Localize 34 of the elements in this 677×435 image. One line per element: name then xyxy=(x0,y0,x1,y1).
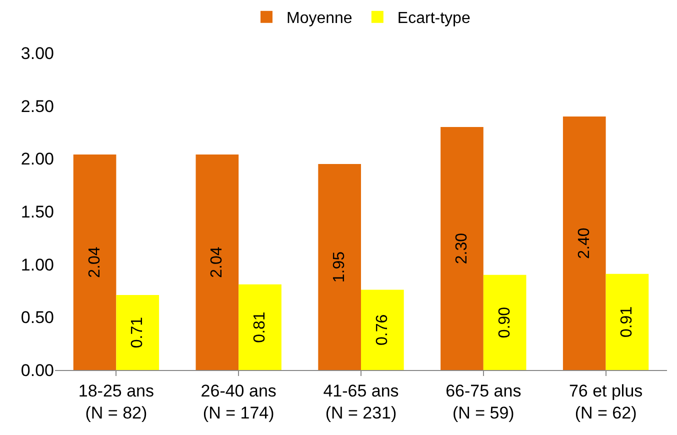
bar xyxy=(606,274,649,370)
bar xyxy=(562,116,606,370)
y-tick-label: 0.00 xyxy=(20,360,54,380)
data-label: 0.76 xyxy=(374,314,391,346)
x-tick-label: 18-25 ans (N = 82) xyxy=(78,381,154,422)
data-label: 0.71 xyxy=(129,316,146,348)
data-label: 0.90 xyxy=(496,306,514,338)
y-tick-label: 2.50 xyxy=(20,96,54,116)
bar xyxy=(196,154,239,370)
bar xyxy=(238,284,282,370)
data-label: 2.40 xyxy=(576,228,593,259)
data-label: 2.04 xyxy=(86,246,104,278)
x-tick-label: 66-75 ans (N = 59) xyxy=(446,381,522,422)
bar xyxy=(318,164,361,370)
data-label: 0.81 xyxy=(252,312,269,343)
legend-label: Moyenne xyxy=(286,10,352,28)
bar xyxy=(73,154,116,370)
bar xyxy=(116,294,160,370)
y-tick-label: 2.00 xyxy=(20,150,54,169)
data-label: 2.30 xyxy=(453,232,470,264)
y-tick-label: 1.50 xyxy=(20,202,54,222)
y-tick-label: 0.50 xyxy=(20,308,54,328)
bar xyxy=(483,274,526,370)
bar xyxy=(361,290,404,370)
data-label: 0.91 xyxy=(618,306,636,338)
data-label: 2.04 xyxy=(208,246,226,278)
y-tick-label: 3.00 xyxy=(20,44,54,63)
x-tick-label: 26-40 ans (N = 174) xyxy=(200,381,276,422)
y-tick-label: 1.00 xyxy=(20,255,54,274)
bar xyxy=(440,127,484,370)
x-tick-label: 76 et plus (N = 62) xyxy=(568,381,643,422)
x-tick-label: 41-65 ans (N = 231) xyxy=(323,381,399,422)
legend-label: Ecart-type xyxy=(397,10,470,28)
data-label: 1.95 xyxy=(331,251,348,283)
